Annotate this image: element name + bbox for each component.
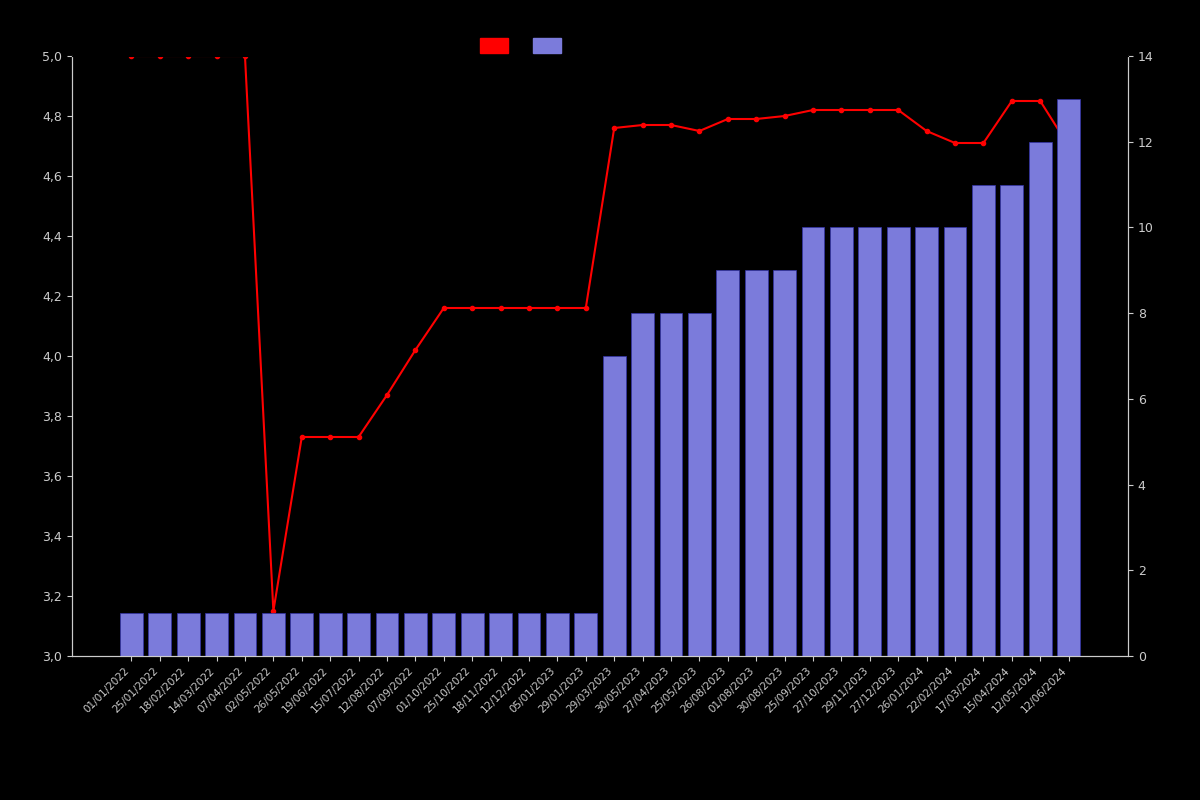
Bar: [1001, 185, 1024, 656]
Bar: [660, 313, 683, 656]
Bar: [972, 185, 995, 656]
Bar: [575, 613, 598, 656]
Bar: [802, 227, 824, 656]
Bar: [234, 613, 257, 656]
Bar: [1057, 99, 1080, 656]
Bar: [205, 613, 228, 656]
Bar: [120, 613, 143, 656]
Bar: [347, 613, 370, 656]
Bar: [745, 270, 768, 656]
Legend: , : ,: [475, 33, 577, 59]
Bar: [602, 356, 625, 656]
Bar: [376, 613, 398, 656]
Bar: [773, 270, 796, 656]
Bar: [716, 270, 739, 656]
Bar: [149, 613, 172, 656]
Bar: [1028, 142, 1051, 656]
Bar: [319, 613, 342, 656]
Bar: [916, 227, 938, 656]
Bar: [290, 613, 313, 656]
Bar: [943, 227, 966, 656]
Bar: [631, 313, 654, 656]
Bar: [262, 613, 284, 656]
Bar: [432, 613, 455, 656]
Bar: [858, 227, 881, 656]
Bar: [490, 613, 512, 656]
Bar: [546, 613, 569, 656]
Bar: [887, 227, 910, 656]
Bar: [176, 613, 199, 656]
Bar: [830, 227, 853, 656]
Bar: [404, 613, 427, 656]
Bar: [688, 313, 710, 656]
Bar: [461, 613, 484, 656]
Bar: [517, 613, 540, 656]
